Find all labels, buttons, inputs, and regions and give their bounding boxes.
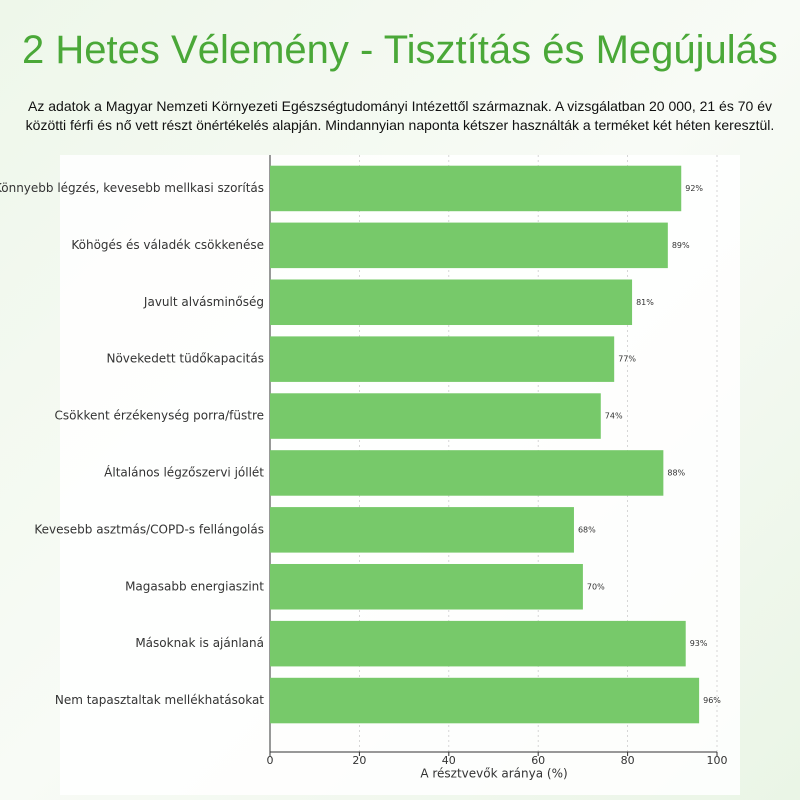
y-tick-label: Általános légzőszervi jóllét — [104, 464, 264, 479]
y-tick-label: Másoknak is ajánlaná — [135, 636, 264, 650]
value-label: 74% — [605, 412, 623, 421]
bar — [270, 279, 633, 326]
bar — [270, 393, 601, 439]
bar — [270, 620, 686, 667]
y-tick-label: Nem tapasztaltak mellékhatásokat — [55, 693, 264, 707]
value-label: 93% — [690, 639, 708, 648]
value-label: 68% — [578, 525, 596, 534]
chart-subtitle: Az adatok a Magyar Nemzeti Környezeti Eg… — [25, 98, 775, 133]
y-tick-label: Köhögés és váladék csökkenése — [71, 238, 264, 252]
bar — [270, 507, 574, 553]
x-tick-label: 100 — [707, 754, 728, 767]
bar — [270, 336, 615, 382]
y-tick-label: Javult alvásminőség — [143, 295, 264, 309]
value-label: 88% — [667, 468, 685, 477]
value-label: 92% — [685, 184, 703, 193]
value-label: 89% — [672, 241, 690, 250]
bar — [270, 222, 668, 269]
value-label: 81% — [636, 298, 654, 307]
x-axis-label: A résztvevők aránya (%) — [420, 767, 567, 781]
x-tick-label: 80 — [621, 754, 635, 767]
x-tick-label: 0 — [267, 754, 274, 767]
value-label: 96% — [703, 696, 721, 705]
bar — [270, 450, 664, 496]
y-tick-label: Kevesebb asztmás/COPD-s fellángolás — [34, 522, 264, 536]
bar — [270, 677, 700, 724]
x-tick-label: 40 — [442, 754, 456, 767]
bar — [270, 165, 682, 212]
chart-title: 2 Hetes Vélemény - Tisztítás és Megújulá… — [22, 28, 778, 72]
value-label: 77% — [618, 355, 636, 364]
bar — [270, 563, 583, 610]
value-label: 70% — [587, 582, 605, 591]
x-tick-label: 20 — [352, 754, 366, 767]
y-tick-label: Csökkent érzékenység porra/füstre — [55, 409, 264, 423]
y-tick-label: Könnyebb légzés, kevesebb mellkasi szorí… — [0, 181, 264, 195]
y-tick-label: Magasabb energiaszint — [125, 579, 264, 593]
y-tick-label: Növekedett tüdőkapacitás — [106, 352, 264, 366]
x-tick-label: 60 — [531, 754, 545, 767]
